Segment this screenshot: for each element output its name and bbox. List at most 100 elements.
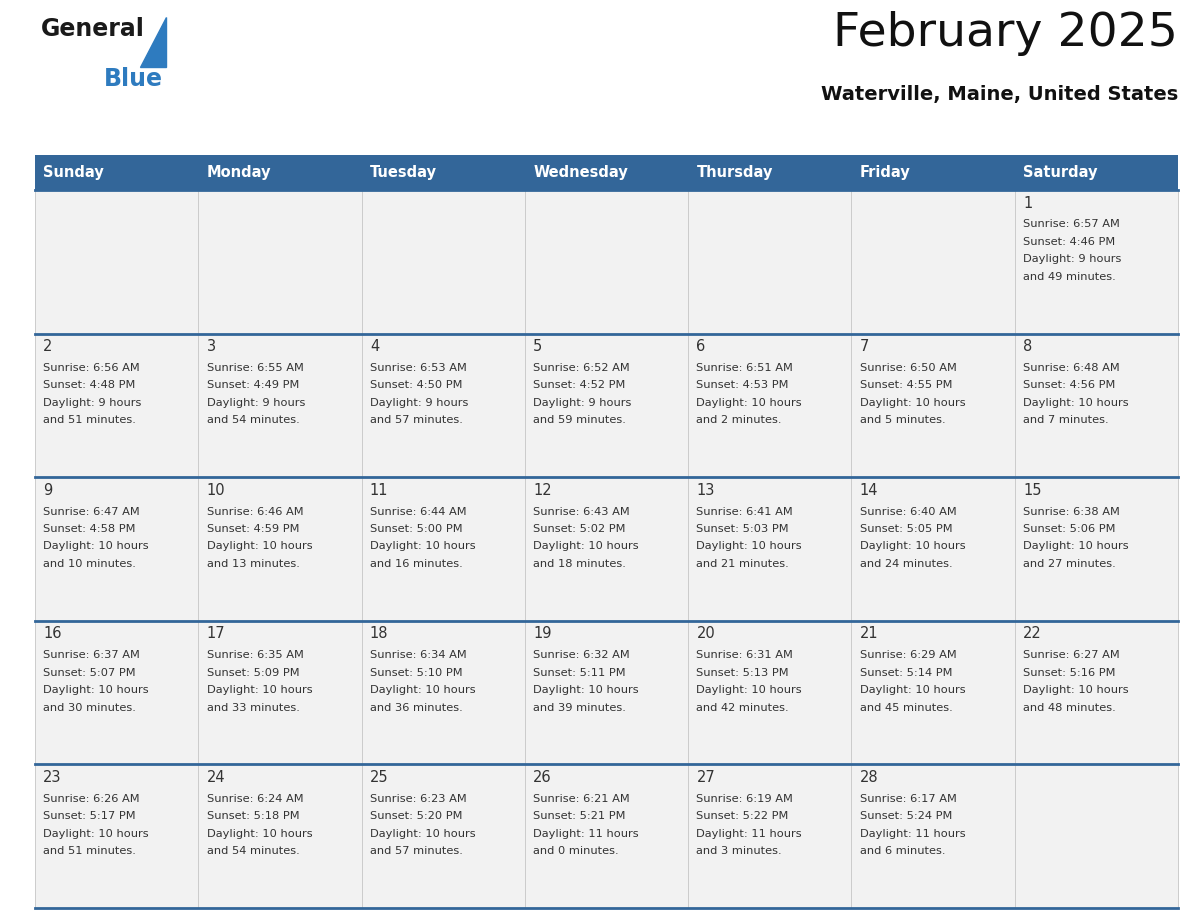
Text: Sunset: 5:14 PM: Sunset: 5:14 PM [860, 667, 953, 677]
Text: Daylight: 10 hours: Daylight: 10 hours [207, 685, 312, 695]
Text: Sunrise: 6:24 AM: Sunrise: 6:24 AM [207, 794, 303, 804]
Text: 7: 7 [860, 339, 870, 354]
Text: Sunset: 5:13 PM: Sunset: 5:13 PM [696, 667, 789, 677]
Text: Blue: Blue [103, 67, 163, 91]
Text: Daylight: 10 hours: Daylight: 10 hours [369, 542, 475, 552]
Text: and 49 minutes.: and 49 minutes. [1023, 272, 1116, 282]
Text: and 30 minutes.: and 30 minutes. [43, 702, 137, 712]
Text: and 42 minutes.: and 42 minutes. [696, 702, 789, 712]
Text: Sunset: 5:00 PM: Sunset: 5:00 PM [369, 524, 462, 534]
Text: Sunrise: 6:41 AM: Sunrise: 6:41 AM [696, 507, 794, 517]
Text: Sunset: 4:46 PM: Sunset: 4:46 PM [1023, 237, 1116, 247]
Text: Daylight: 10 hours: Daylight: 10 hours [43, 829, 148, 839]
Bar [34, 765, 198, 908]
Bar [525, 333, 688, 477]
Text: 25: 25 [369, 770, 388, 785]
Text: and 0 minutes.: and 0 minutes. [533, 846, 619, 856]
Text: 13: 13 [696, 483, 715, 498]
Bar [361, 333, 525, 477]
Text: Daylight: 10 hours: Daylight: 10 hours [207, 829, 312, 839]
Bar [688, 190, 852, 333]
Text: and 16 minutes.: and 16 minutes. [369, 559, 462, 569]
Text: Sunset: 5:02 PM: Sunset: 5:02 PM [533, 524, 626, 534]
Text: Sunrise: 6:29 AM: Sunrise: 6:29 AM [860, 650, 956, 660]
Text: 17: 17 [207, 626, 226, 642]
Text: Sunset: 5:06 PM: Sunset: 5:06 PM [1023, 524, 1116, 534]
Text: Wednesday: Wednesday [533, 165, 628, 180]
Text: Daylight: 9 hours: Daylight: 9 hours [369, 397, 468, 408]
Text: 14: 14 [860, 483, 878, 498]
Text: Daylight: 10 hours: Daylight: 10 hours [696, 397, 802, 408]
Text: Sunrise: 6:48 AM: Sunrise: 6:48 AM [1023, 363, 1120, 373]
Text: Daylight: 10 hours: Daylight: 10 hours [533, 685, 639, 695]
Text: 6: 6 [696, 339, 706, 354]
Text: Sunrise: 6:21 AM: Sunrise: 6:21 AM [533, 794, 630, 804]
Text: Daylight: 10 hours: Daylight: 10 hours [43, 685, 148, 695]
Text: Sunrise: 6:53 AM: Sunrise: 6:53 AM [369, 363, 467, 373]
Text: Daylight: 10 hours: Daylight: 10 hours [860, 685, 966, 695]
Text: Daylight: 10 hours: Daylight: 10 hours [533, 542, 639, 552]
Text: 11: 11 [369, 483, 388, 498]
Bar [198, 765, 361, 908]
Bar [525, 477, 688, 621]
Text: and 5 minutes.: and 5 minutes. [860, 415, 946, 425]
Bar [198, 333, 361, 477]
Text: 1: 1 [1023, 196, 1032, 210]
Text: Daylight: 10 hours: Daylight: 10 hours [369, 685, 475, 695]
Text: Sunset: 4:55 PM: Sunset: 4:55 PM [860, 380, 953, 390]
Polygon shape [139, 17, 165, 67]
Text: and 7 minutes.: and 7 minutes. [1023, 415, 1108, 425]
Bar [852, 765, 1015, 908]
Text: Sunset: 5:22 PM: Sunset: 5:22 PM [696, 812, 789, 822]
Text: Friday: Friday [860, 165, 910, 180]
Text: and 13 minutes.: and 13 minutes. [207, 559, 299, 569]
Text: and 54 minutes.: and 54 minutes. [207, 846, 299, 856]
Text: Sunrise: 6:27 AM: Sunrise: 6:27 AM [1023, 650, 1120, 660]
Text: Sunrise: 6:38 AM: Sunrise: 6:38 AM [1023, 507, 1120, 517]
Bar [34, 155, 1178, 190]
Text: and 48 minutes.: and 48 minutes. [1023, 702, 1116, 712]
Text: Sunset: 4:53 PM: Sunset: 4:53 PM [696, 380, 789, 390]
Text: and 27 minutes.: and 27 minutes. [1023, 559, 1116, 569]
Text: and 10 minutes.: and 10 minutes. [43, 559, 137, 569]
Text: Sunrise: 6:43 AM: Sunrise: 6:43 AM [533, 507, 630, 517]
Text: Sunrise: 6:47 AM: Sunrise: 6:47 AM [43, 507, 140, 517]
Text: 5: 5 [533, 339, 543, 354]
Text: and 21 minutes.: and 21 minutes. [696, 559, 789, 569]
Text: 16: 16 [43, 626, 62, 642]
Text: 19: 19 [533, 626, 551, 642]
Bar [1015, 333, 1178, 477]
Bar [198, 477, 361, 621]
Bar [361, 765, 525, 908]
Text: 9: 9 [43, 483, 52, 498]
Text: Sunrise: 6:35 AM: Sunrise: 6:35 AM [207, 650, 303, 660]
Text: and 6 minutes.: and 6 minutes. [860, 846, 946, 856]
Text: Sunset: 4:59 PM: Sunset: 4:59 PM [207, 524, 299, 534]
Text: 28: 28 [860, 770, 878, 785]
Text: Sunset: 4:49 PM: Sunset: 4:49 PM [207, 380, 299, 390]
Text: Sunset: 4:56 PM: Sunset: 4:56 PM [1023, 380, 1116, 390]
Text: 2: 2 [43, 339, 52, 354]
Bar [361, 477, 525, 621]
Text: 21: 21 [860, 626, 878, 642]
Bar [1015, 190, 1178, 333]
Bar [34, 477, 198, 621]
Bar [688, 765, 852, 908]
Text: Sunrise: 6:23 AM: Sunrise: 6:23 AM [369, 794, 467, 804]
Text: 27: 27 [696, 770, 715, 785]
Text: Sunrise: 6:57 AM: Sunrise: 6:57 AM [1023, 219, 1120, 230]
Bar [688, 621, 852, 765]
Text: Sunset: 5:03 PM: Sunset: 5:03 PM [696, 524, 789, 534]
Text: 24: 24 [207, 770, 226, 785]
Text: and 51 minutes.: and 51 minutes. [43, 415, 137, 425]
Bar [1015, 765, 1178, 908]
Text: Tuesday: Tuesday [369, 165, 437, 180]
Text: Daylight: 10 hours: Daylight: 10 hours [860, 542, 966, 552]
Bar [361, 621, 525, 765]
Text: Daylight: 11 hours: Daylight: 11 hours [696, 829, 802, 839]
Bar [525, 621, 688, 765]
Text: 12: 12 [533, 483, 551, 498]
Text: Sunset: 5:20 PM: Sunset: 5:20 PM [369, 812, 462, 822]
Text: Sunset: 5:16 PM: Sunset: 5:16 PM [1023, 667, 1116, 677]
Text: 26: 26 [533, 770, 551, 785]
